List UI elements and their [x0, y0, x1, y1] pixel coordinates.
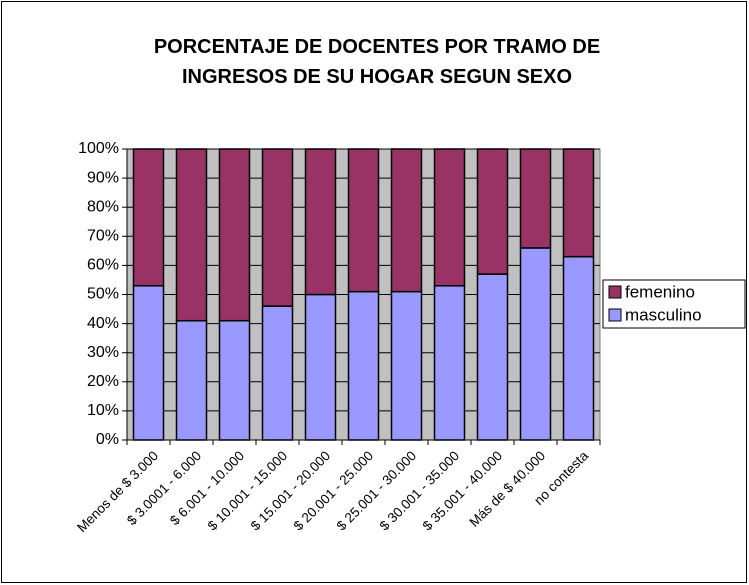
bar-segment: [519, 148, 552, 249]
bar-segment: [304, 148, 337, 296]
y-tick-label: 10%: [87, 402, 119, 419]
bar-segment: [390, 148, 423, 293]
y-tick-label: 40%: [87, 315, 119, 332]
bar-segment: [175, 148, 208, 322]
bar-segment: [476, 273, 509, 441]
legend-swatch: [608, 285, 622, 299]
bar-segment: [390, 290, 423, 441]
bar-segment: [132, 148, 165, 287]
legend-label: masculino: [625, 305, 702, 324]
y-tick-label: 90%: [87, 169, 119, 186]
y-tick-label: 100%: [78, 140, 119, 157]
bar-segment: [519, 247, 552, 441]
bar-segment: [476, 148, 509, 275]
bar-segment: [218, 148, 251, 322]
chart-title: PORCENTAJE DE DOCENTES POR TRAMO DE INGR…: [153, 36, 601, 88]
legend-box: [602, 279, 746, 329]
legend-swatch: [608, 308, 622, 322]
y-tick-label: 50%: [87, 286, 119, 303]
y-tick-label: 80%: [87, 198, 119, 215]
bar-segment: [562, 148, 595, 258]
bar-segment: [347, 290, 380, 441]
y-tick-label: 0%: [96, 431, 119, 448]
y-tick-label: 30%: [87, 344, 119, 361]
bar-segment: [304, 293, 337, 441]
bar-segment: [433, 148, 466, 287]
y-tick-label: 20%: [87, 373, 119, 390]
bar-segment: [175, 319, 208, 441]
bar-segment: [347, 148, 380, 293]
y-tick-label: 70%: [87, 228, 119, 245]
bar-segment: [218, 319, 251, 441]
bar-segment: [261, 148, 294, 307]
bar-segment: [132, 285, 165, 441]
legend-label: femenino: [625, 282, 695, 301]
bar-segment: [562, 255, 595, 441]
bar-segment: [433, 285, 466, 441]
y-tick-label: 60%: [87, 257, 119, 274]
bar-segment: [261, 305, 294, 441]
